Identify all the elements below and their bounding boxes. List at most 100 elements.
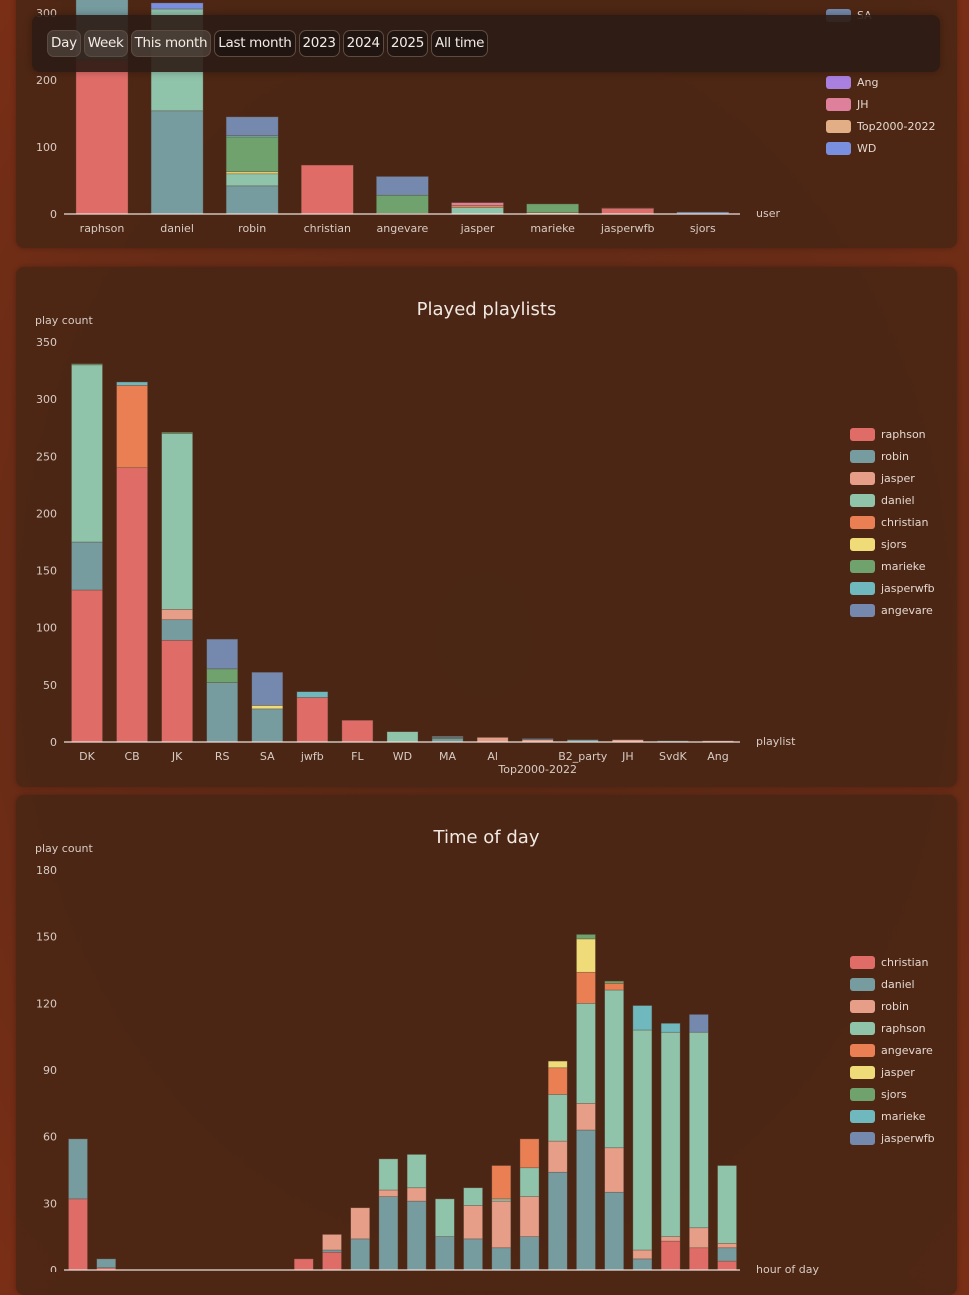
bar-segment-angevare-19 [604,983,624,991]
bar-segment-christian-0 [68,1198,88,1271]
x-axis-label: user [756,207,780,220]
legend-item[interactable]: christian [850,511,935,533]
time-range-buttons: Day Week This month Last month 2023 2024 2025 A… [47,30,489,57]
bar-segment-marieke-RS [206,668,239,683]
x-tick-label: angevare [377,222,429,235]
bar-segment-jasper-18 [576,938,596,973]
bar-segment-raphson-20 [632,1029,653,1251]
bar-segment-teal-robin [225,185,279,215]
bar-segment-daniel-15 [491,1247,512,1271]
bar-segment-angevare-16 [519,1138,540,1169]
x-tick-label: sjors [690,222,716,235]
y-tick-label: 200 [36,507,57,520]
range-button-all-time[interactable]: All time [431,30,489,57]
legend-item[interactable]: robin [850,445,935,467]
legend-label: raphson [881,427,926,441]
legend-swatch [850,493,875,507]
legend-item[interactable]: WD [826,137,936,159]
legend: raphson robin jasper daniel christian sjors ma… [850,423,935,621]
x-tick-label: WD [393,750,412,763]
legend-item[interactable]: sjors [850,533,935,555]
legend-item[interactable]: raphson [850,423,935,445]
y-tick-label: 200 [36,74,57,87]
legend-item[interactable]: Top2000-2022 [826,115,936,137]
legend-item[interactable]: robin [850,995,935,1017]
y-tick-label: 100 [36,141,57,154]
legend-item[interactable]: marieke [850,555,935,577]
bar-segment-raphson-16 [519,1167,540,1197]
legend-label: robin [881,999,910,1013]
x-tick-label: JH [621,750,634,763]
bar-segment-jasper-Al [476,737,509,743]
bar-segment-raphson-12 [406,1154,427,1189]
legend-item[interactable]: jasperwfb [850,577,935,599]
range-button-2025[interactable]: 2025 [386,30,429,57]
legend-label: angevare [881,1043,933,1057]
range-button-2024[interactable]: 2024 [342,30,384,57]
bar-segment-SA-angevare [376,176,429,196]
legend-item[interactable]: JH [826,93,936,115]
bar-segment-robin-21 [660,1236,681,1242]
legend-item[interactable]: jasper [850,467,935,489]
legend-label: christian [881,515,929,529]
x-tick-label: robin [238,222,266,235]
bar-segment-robin-11 [378,1189,399,1197]
range-button-day[interactable]: Day [47,30,81,57]
legend-label: WD [857,141,877,155]
bar-segment-robin-9 [322,1234,342,1251]
y-tick-label: 30 [43,1197,57,1210]
bar-segment-robin-SA [251,708,284,743]
bar-segment-robin-17 [547,1140,568,1173]
legend-item[interactable]: daniel [850,489,935,511]
legend-label: JH [857,97,869,111]
bar-segment-raphson-FL [341,719,374,743]
x-tick-label: Al [487,750,498,763]
bar-segment-yellow-robin [225,171,279,175]
range-button-week[interactable]: Week [83,30,128,57]
bar-segment-christian-9 [322,1251,342,1271]
bar-segment-christian-21 [660,1240,681,1271]
bar-segment-daniel-14 [463,1238,483,1271]
legend-item[interactable]: sjors [850,1083,935,1105]
y-tick-label: 0 [50,208,57,221]
legend-item[interactable]: marieke [850,1105,935,1127]
x-tick-label: MA [439,750,456,763]
range-button-this-month[interactable]: This month [130,30,212,57]
bar-segment-raphson-CB [116,467,148,743]
bar-segment-mint-jasper [451,207,504,215]
bar-segment-robin-18 [576,1103,596,1131]
legend-swatch [826,141,851,155]
bar-segment-angevare-SA [251,671,284,706]
y-axis-label: play count [35,314,93,327]
legend-item[interactable]: daniel [850,973,935,995]
bar-segment-marieke-DK [71,363,103,366]
y-tick-label: 350 [36,336,57,349]
bar-segment-green-robin [225,136,279,173]
legend-label: Ang [857,75,879,89]
legend-item[interactable]: christian [850,951,935,973]
bar-segment-JH-jasperwfb [601,207,655,209]
range-button-last-month[interactable]: Last month [214,30,296,57]
y-tick-label: 0 [50,736,57,749]
x-tick-label: christian [304,222,351,235]
legend-item[interactable]: jasper [850,1061,935,1083]
bar-segment-raphson-DK [71,589,103,743]
legend-swatch [850,603,875,617]
legend-swatch [850,999,875,1013]
bar-segment-raphson-23 [717,1165,737,1244]
legend-item[interactable]: raphson [850,1017,935,1039]
legend-item[interactable]: angevare [850,1039,935,1061]
legend-label: marieke [881,1109,926,1123]
legend-swatch [850,449,875,463]
legend-item[interactable]: jasperwfb [850,1127,935,1149]
legend-label: daniel [881,493,915,507]
bar-segment-daniel-WD [386,731,419,743]
legend-label: Top2000-2022 [857,119,936,133]
bar-segment-daniel-13 [435,1236,455,1271]
legend-item[interactable]: Ang [826,71,936,93]
legend-item[interactable]: angevare [850,599,935,621]
legend-label: sjors [881,537,907,551]
range-button-2023[interactable]: 2023 [298,30,340,57]
y-tick-label: 300 [36,393,57,406]
legend-swatch [826,75,851,89]
